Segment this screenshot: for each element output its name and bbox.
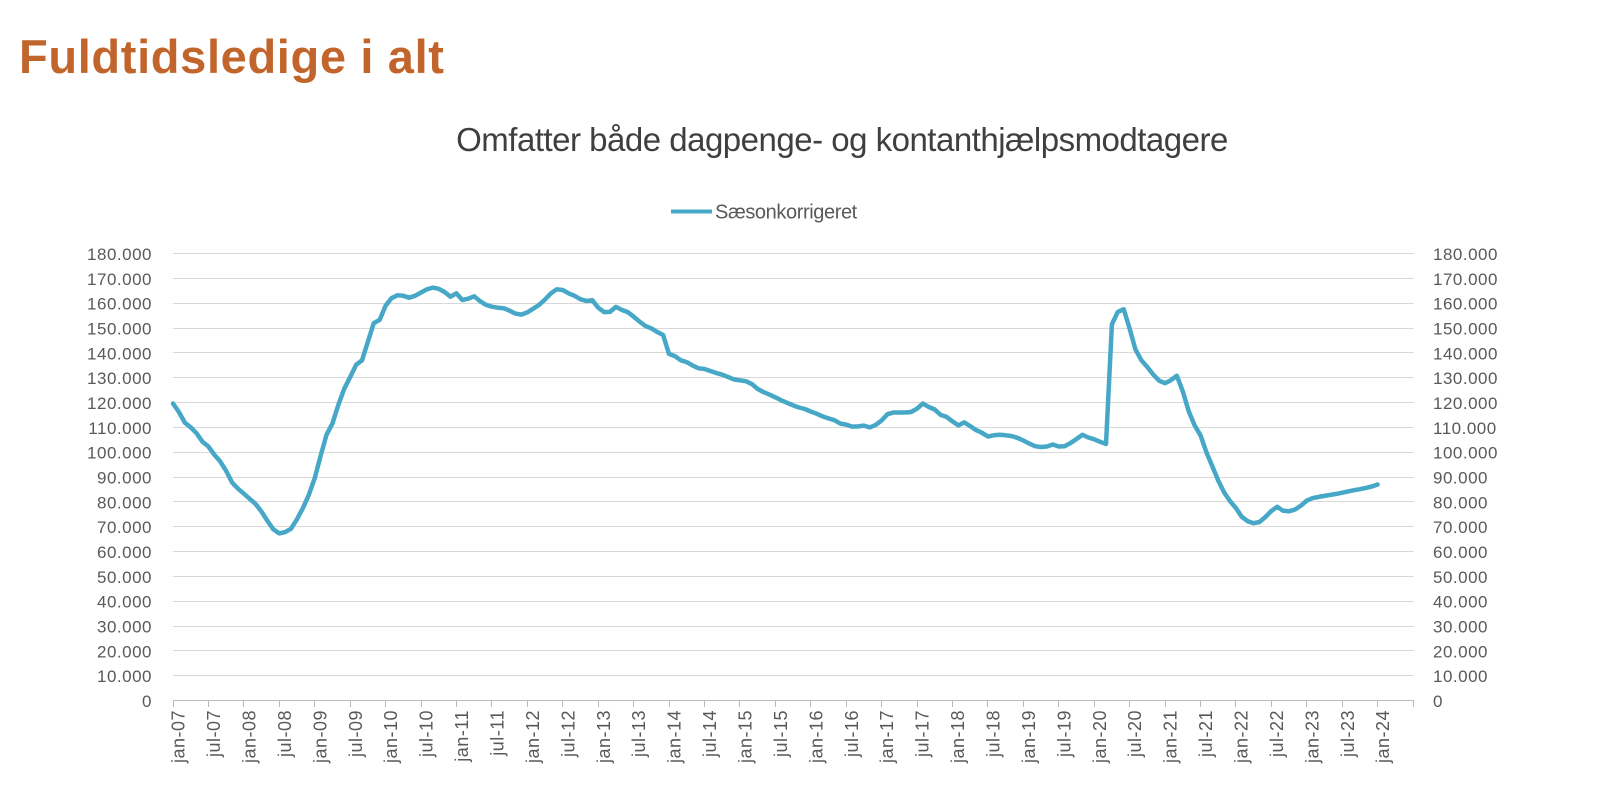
svg-text:jul-12: jul-12 (558, 710, 578, 758)
svg-text:160.000: 160.000 (87, 295, 152, 314)
svg-text:jan-11: jan-11 (452, 710, 472, 763)
svg-text:jul-19: jul-19 (1054, 710, 1074, 758)
svg-text:80.000: 80.000 (97, 493, 152, 512)
svg-text:jan-13: jan-13 (594, 710, 614, 764)
svg-text:140.000: 140.000 (87, 344, 152, 363)
svg-text:80.000: 80.000 (1433, 493, 1488, 512)
svg-text:120.000: 120.000 (1433, 394, 1498, 413)
svg-text:40.000: 40.000 (1433, 593, 1488, 612)
svg-text:jul-18: jul-18 (984, 710, 1004, 758)
svg-text:140.000: 140.000 (1433, 344, 1498, 363)
svg-text:jul-17: jul-17 (913, 710, 933, 758)
svg-text:jan-18: jan-18 (948, 710, 968, 764)
svg-text:90.000: 90.000 (1433, 469, 1488, 488)
svg-text:10.000: 10.000 (97, 667, 152, 686)
svg-text:60.000: 60.000 (97, 543, 152, 562)
svg-text:Fuldtidsledige i alt: Fuldtidsledige i alt (19, 30, 445, 83)
svg-text:jul-21: jul-21 (1196, 710, 1216, 758)
svg-text:jul-13: jul-13 (629, 710, 649, 758)
svg-text:jan-08: jan-08 (240, 710, 260, 764)
svg-text:30.000: 30.000 (97, 618, 152, 637)
svg-text:110.000: 110.000 (88, 419, 152, 438)
svg-text:jul-20: jul-20 (1125, 710, 1145, 758)
svg-text:170.000: 170.000 (87, 270, 152, 289)
svg-text:150.000: 150.000 (1433, 320, 1498, 339)
svg-text:jan-24: jan-24 (1373, 710, 1393, 764)
svg-text:160.000: 160.000 (1433, 295, 1498, 314)
svg-text:jul-07: jul-07 (204, 710, 224, 758)
svg-text:40.000: 40.000 (97, 593, 152, 612)
svg-text:jan-20: jan-20 (1090, 710, 1110, 764)
svg-text:0: 0 (1433, 692, 1443, 711)
svg-text:90.000: 90.000 (97, 469, 152, 488)
svg-text:130.000: 130.000 (1433, 369, 1498, 388)
svg-text:jan-10: jan-10 (381, 710, 401, 764)
svg-text:10.000: 10.000 (1433, 667, 1488, 686)
svg-text:50.000: 50.000 (97, 568, 152, 587)
svg-text:jan-19: jan-19 (1019, 710, 1039, 764)
svg-text:jul-22: jul-22 (1267, 710, 1287, 758)
svg-text:120.000: 120.000 (87, 394, 152, 413)
svg-text:jan-14: jan-14 (665, 710, 685, 764)
svg-text:110.000: 110.000 (1433, 419, 1497, 438)
svg-text:20.000: 20.000 (1433, 642, 1488, 661)
svg-text:100.000: 100.000 (1433, 444, 1498, 463)
svg-text:0: 0 (142, 692, 152, 711)
svg-text:30.000: 30.000 (1433, 618, 1488, 637)
svg-text:jul-23: jul-23 (1338, 710, 1358, 758)
svg-text:70.000: 70.000 (97, 518, 152, 537)
svg-text:jul-15: jul-15 (771, 710, 791, 758)
svg-text:jan-17: jan-17 (877, 710, 897, 764)
svg-text:jan-21: jan-21 (1161, 710, 1181, 764)
svg-text:100.000: 100.000 (87, 444, 152, 463)
svg-text:Sæsonkorrigeret: Sæsonkorrigeret (715, 202, 858, 224)
svg-text:jan-22: jan-22 (1232, 710, 1252, 764)
svg-text:180.000: 180.000 (1433, 245, 1498, 264)
svg-text:150.000: 150.000 (87, 320, 152, 339)
svg-text:jan-12: jan-12 (523, 710, 543, 764)
svg-text:jul-08: jul-08 (275, 710, 295, 758)
svg-text:jan-09: jan-09 (310, 710, 330, 764)
svg-text:Omfatter både dagpenge- og kon: Omfatter både dagpenge- og kontanthjælps… (456, 121, 1228, 158)
svg-text:70.000: 70.000 (1433, 518, 1488, 537)
svg-text:jan-23: jan-23 (1302, 710, 1322, 764)
svg-text:jan-07: jan-07 (169, 710, 189, 764)
svg-text:jul-16: jul-16 (842, 710, 862, 758)
svg-text:jul-14: jul-14 (700, 710, 720, 758)
svg-text:180.000: 180.000 (87, 245, 152, 264)
svg-text:170.000: 170.000 (1433, 270, 1498, 289)
svg-text:jul-09: jul-09 (346, 710, 366, 758)
svg-text:jul-11: jul-11 (488, 710, 508, 757)
svg-text:20.000: 20.000 (97, 642, 152, 661)
svg-text:jan-15: jan-15 (736, 710, 756, 764)
svg-text:60.000: 60.000 (1433, 543, 1488, 562)
svg-text:130.000: 130.000 (87, 369, 152, 388)
svg-text:50.000: 50.000 (1433, 568, 1488, 587)
svg-text:jan-16: jan-16 (806, 710, 826, 764)
svg-text:jul-10: jul-10 (417, 710, 437, 758)
